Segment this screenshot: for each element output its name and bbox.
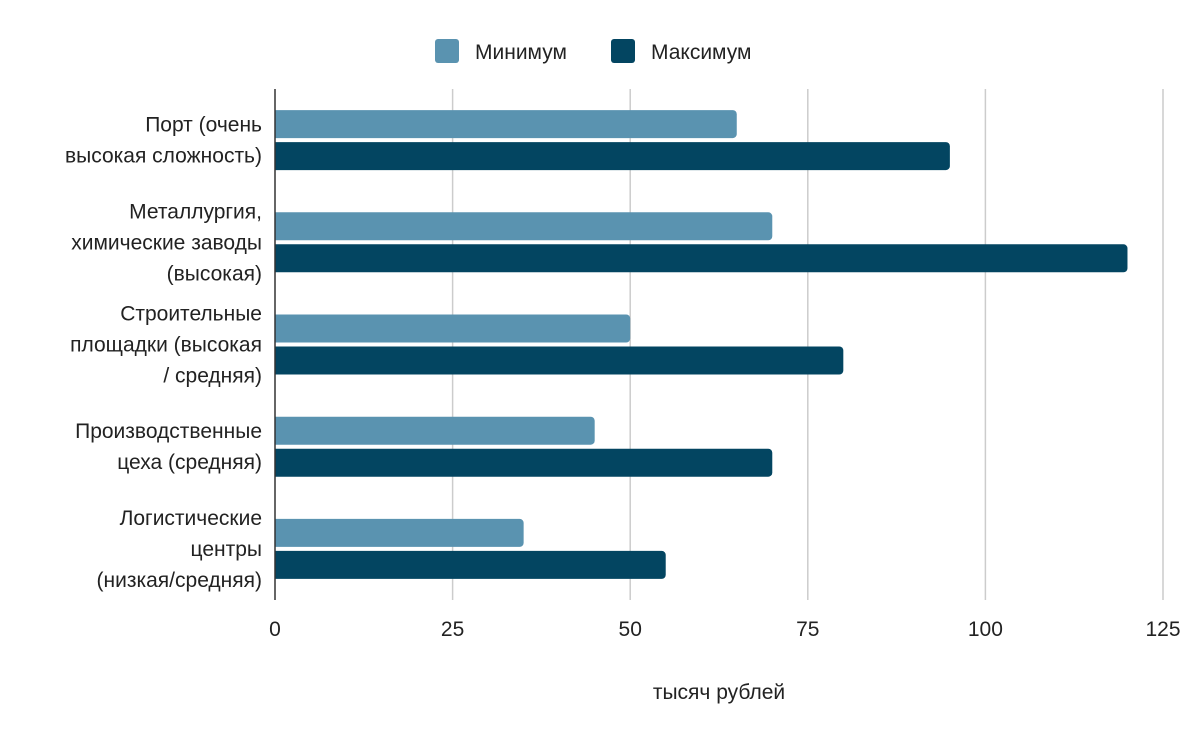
x-axis-title: тысяч рублей bbox=[653, 681, 785, 704]
category-label: Строительные bbox=[120, 303, 262, 326]
x-tick-label: 125 bbox=[1145, 618, 1180, 641]
category-labels: Порт (очень высокая сложность) Металлургия… bbox=[65, 114, 262, 592]
bar-maximum-3 bbox=[275, 448, 773, 477]
category-label: / средняя) bbox=[163, 365, 262, 388]
legend: Минимум Максимум bbox=[435, 39, 751, 64]
legend-swatch-minimum bbox=[435, 39, 459, 63]
bar-maximum-4 bbox=[274, 550, 666, 579]
x-tick-label: 100 bbox=[968, 618, 1003, 641]
legend-label-minimum: Минимум bbox=[475, 41, 567, 64]
category-label: химические заводы bbox=[71, 231, 262, 254]
category-label: Логистические bbox=[120, 507, 262, 530]
bars bbox=[274, 110, 1128, 579]
category-label: Порт (очень bbox=[145, 114, 262, 137]
x-tick-label: 50 bbox=[619, 618, 642, 641]
x-tick-labels: 0 25 50 75 100 125 bbox=[269, 618, 1180, 641]
category-label: (высокая) bbox=[167, 262, 262, 285]
category-label: Производственные bbox=[75, 420, 262, 443]
x-tick-label: 75 bbox=[796, 618, 819, 641]
category-label: Металлургия, bbox=[129, 200, 262, 223]
bar-minimum-1 bbox=[275, 212, 773, 241]
bar-minimum-3 bbox=[275, 416, 595, 445]
category-label: цеха (средняя) bbox=[117, 451, 262, 474]
category-label: (низкая/средняя) bbox=[97, 569, 262, 592]
x-tick-label: 0 bbox=[269, 618, 281, 641]
x-tick-label: 25 bbox=[441, 618, 464, 641]
category-label: центры bbox=[191, 538, 262, 561]
bar-maximum-0 bbox=[275, 142, 950, 171]
bar-maximum-2 bbox=[275, 346, 844, 375]
legend-swatch-maximum bbox=[611, 39, 635, 63]
category-label: высокая сложность) bbox=[65, 145, 262, 168]
bar-minimum-2 bbox=[275, 314, 631, 343]
bar-maximum-1 bbox=[275, 244, 1128, 273]
bar-minimum-0 bbox=[275, 110, 737, 139]
legend-label-maximum: Максимум bbox=[651, 41, 751, 64]
grid-lines bbox=[451, 89, 1164, 600]
bar-minimum-4 bbox=[275, 518, 524, 547]
category-label: площадки (высокая bbox=[70, 334, 262, 357]
